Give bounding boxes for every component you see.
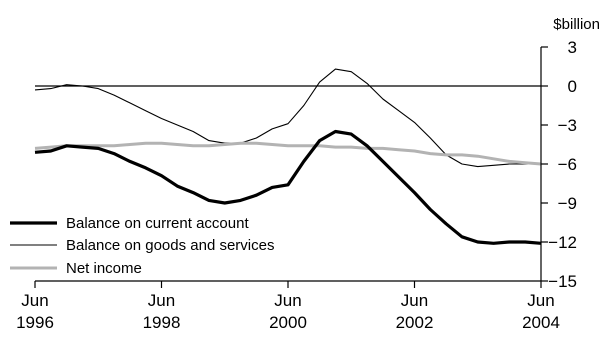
y-tick-label: −6 [558, 155, 577, 174]
series-layer [34, 68, 542, 245]
y-unit-label: $billion [553, 16, 600, 33]
legend-label: Balance on goods and services [66, 237, 274, 254]
series-line-net-income [34, 141, 542, 166]
x-tick-month-label: Jun [274, 291, 301, 310]
series-line-balance-on-current-account [34, 129, 542, 245]
y-tick-label: −3 [558, 116, 577, 135]
y-tick-label: 3 [568, 38, 577, 57]
x-tick-year-label: 2002 [396, 313, 434, 332]
x-tick-year-label: 1998 [143, 313, 181, 332]
legend: Balance on current account Balance on goo… [10, 215, 274, 277]
legend-label: Net income [66, 260, 142, 277]
y-tick-label: −15 [548, 272, 577, 291]
y-tick-label: 0 [568, 77, 577, 96]
y-tick-label: −12 [548, 233, 577, 252]
x-tick-month-label: Jun [148, 291, 175, 310]
x-tick-month-label: Jun [401, 291, 428, 310]
x-tick-month-label: Jun [21, 291, 48, 310]
x-tick-year-label: 1996 [16, 313, 54, 332]
legend-label: Balance on current account [66, 215, 249, 232]
x-tick-month-label: Jun [527, 291, 554, 310]
x-tick-year-label: 2000 [269, 313, 307, 332]
series-line-balance-on-goods-and-services [34, 68, 541, 168]
axes: 30−3−6−9−12−15Jun1996Jun1998Jun2000Jun20… [16, 38, 577, 332]
y-tick-label: −9 [558, 194, 577, 213]
x-tick-year-label: 2004 [522, 313, 560, 332]
